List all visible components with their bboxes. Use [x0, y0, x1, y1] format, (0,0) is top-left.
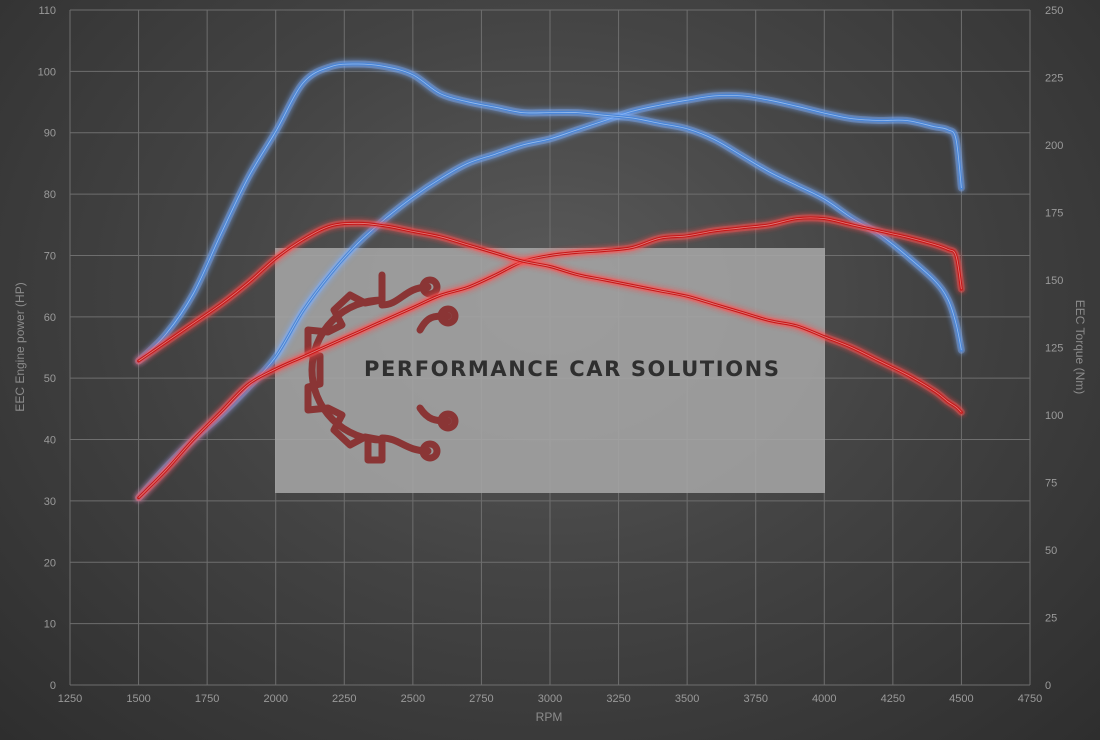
- series-red-left-line: [137, 216, 963, 500]
- x-tick-label: 1250: [58, 693, 82, 705]
- x-tick-label: 1500: [126, 693, 150, 705]
- watermark-text: PERFORMANCE CAR SOLUTIONS: [364, 357, 781, 381]
- axis-ticks: 1250 1500 1750 2000 2250 2500 2750 3000 3250 3500…: [38, 5, 1064, 705]
- x-tick-label: 3000: [538, 693, 562, 705]
- circuit-node-1: [419, 276, 441, 298]
- y-left-tick-label: 30: [44, 496, 56, 508]
- y-left-axis-title: EEC Engine power (HP): [13, 282, 27, 411]
- y-left-tick-label: 70: [44, 250, 56, 262]
- y-left-tick-label: 50: [44, 373, 56, 385]
- y-right-axis-title: EEC Torque (Nm): [1073, 300, 1087, 394]
- x-tick-label: 2750: [469, 693, 493, 705]
- x-axis-title: RPM: [536, 710, 563, 724]
- circuit-trace-2: [416, 312, 452, 334]
- x-tick-label: 4000: [812, 693, 836, 705]
- series-blue-left-line: [137, 93, 963, 500]
- y-right-tick-label: 150: [1045, 275, 1063, 287]
- y-right-tick-label: 75: [1045, 478, 1057, 490]
- y-left-tick-label: 40: [44, 435, 56, 447]
- y-left-tick-label: 60: [44, 312, 56, 324]
- y-right-tick-label: 225: [1045, 73, 1063, 85]
- x-tick-label: 4250: [881, 693, 905, 705]
- x-tick-label: 2500: [401, 693, 425, 705]
- x-tick-label: 3500: [675, 693, 699, 705]
- y-right-tick-label: 25: [1045, 613, 1057, 625]
- y-right-tick-label: 200: [1045, 140, 1063, 152]
- y-left-tick-label: 0: [50, 680, 56, 692]
- y-right-tick-label: 175: [1045, 208, 1063, 220]
- gear-inner-arc: [308, 296, 386, 444]
- y-left-tick-label: 110: [38, 5, 56, 17]
- y-left-tick-label: 90: [44, 128, 56, 140]
- series-red-right-line: [137, 221, 963, 414]
- x-tick-label: 3750: [743, 693, 767, 705]
- y-right-tick-label: 100: [1045, 410, 1063, 422]
- circuit-node-4: [419, 440, 441, 462]
- x-tick-label: 4500: [949, 693, 973, 705]
- y-left-tick-label: 80: [44, 189, 56, 201]
- y-left-tick-label: 100: [38, 66, 56, 78]
- y-right-tick-label: 0: [1045, 680, 1051, 692]
- y-right-tick-label: 50: [1045, 545, 1057, 557]
- series-red-right-highlight: [138, 222, 962, 413]
- x-tick-label: 1750: [195, 693, 219, 705]
- y-left-tick-label: 20: [44, 557, 56, 569]
- circuit-trace-3: [416, 404, 452, 425]
- series-red-left-highlight: [138, 217, 962, 499]
- y-right-tick-label: 250: [1045, 5, 1063, 17]
- series-blue-left-highlight: [138, 94, 962, 499]
- x-tick-label: 3250: [606, 693, 630, 705]
- y-left-tick-label: 10: [44, 619, 56, 631]
- series: [135, 60, 965, 502]
- x-tick-label: 4750: [1018, 693, 1042, 705]
- y-right-tick-label: 125: [1045, 343, 1063, 355]
- x-tick-label: 2000: [263, 693, 287, 705]
- watermark: PERFORMANCE CAR SOLUTIONS: [275, 248, 825, 493]
- circuit-node-3: [437, 410, 459, 432]
- gear-circuit-logo-icon: [304, 271, 459, 464]
- circuit-node-2: [437, 305, 459, 327]
- x-tick-label: 2250: [332, 693, 356, 705]
